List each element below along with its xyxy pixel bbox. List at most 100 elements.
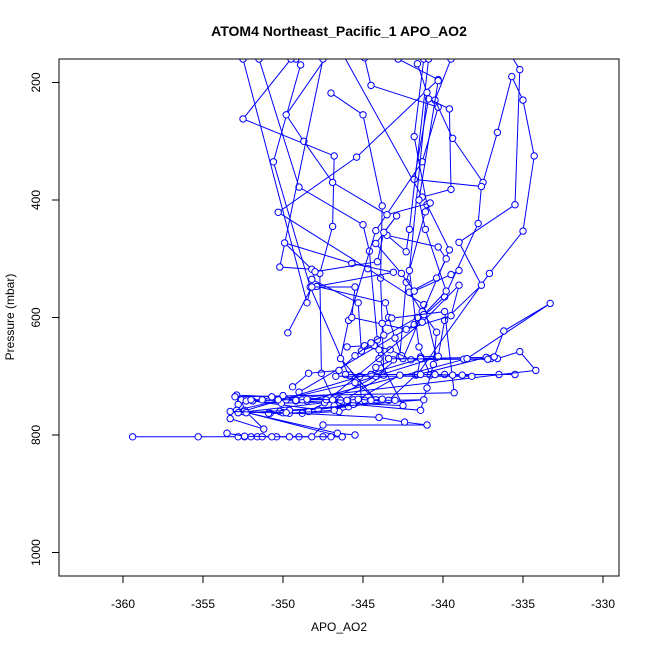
data-point [372, 239, 380, 248]
y-axis: 200 400 600 800 1000 [29, 72, 59, 566]
data-point [400, 418, 409, 426]
data-point [402, 248, 410, 256]
data-point [410, 175, 418, 184]
data-point [499, 38, 505, 44]
data-point [386, 346, 394, 354]
data-point [378, 395, 386, 403]
data-point [445, 246, 454, 254]
data-point [516, 65, 524, 74]
data-point [378, 319, 386, 328]
data-point [421, 208, 430, 216]
series-line [345, 59, 521, 375]
series-24 [223, 407, 431, 441]
data-point [500, 327, 508, 335]
data-point [223, 429, 231, 437]
data-point [423, 88, 431, 97]
data-point [327, 433, 335, 441]
data-point [288, 383, 297, 391]
data-point [330, 152, 338, 160]
data-point [396, 371, 404, 379]
data-point [296, 61, 305, 69]
x-tick-label: -355 [191, 597, 215, 611]
data-point [426, 199, 434, 207]
data-point [397, 269, 406, 278]
data-point [359, 111, 367, 119]
data-point [308, 275, 316, 283]
data-point [242, 409, 250, 417]
data-point [373, 258, 382, 266]
data-point [416, 406, 425, 414]
data-point [343, 343, 351, 351]
data-point [239, 115, 247, 123]
data-point [304, 369, 313, 377]
data-point [295, 183, 303, 191]
data-point [418, 318, 426, 326]
data-point [319, 59, 327, 63]
data-point [413, 60, 422, 68]
data-point [375, 346, 383, 354]
data-point [303, 395, 311, 403]
data-point [421, 225, 430, 234]
data-point [410, 287, 418, 295]
data-point [361, 59, 369, 62]
data-point [447, 185, 455, 194]
data-point [343, 396, 351, 404]
x-tick-label: -330 [591, 597, 615, 611]
data-point [463, 354, 471, 363]
data-point [226, 414, 234, 423]
data-point [328, 396, 337, 404]
y-tick-label: 600 [29, 307, 43, 327]
data-point [359, 221, 367, 229]
data-point [247, 396, 255, 404]
data-point [226, 407, 234, 416]
data-point [424, 59, 433, 63]
data-point [381, 299, 390, 307]
data-point [317, 369, 326, 377]
data-point [450, 389, 458, 397]
data-point [367, 396, 375, 404]
data-point [260, 425, 268, 433]
y-axis-label: Pressure (mbar) [3, 274, 17, 361]
data-point [351, 431, 359, 439]
data-point [484, 355, 492, 363]
series-20 [231, 307, 458, 401]
data-point [352, 153, 361, 161]
data-point [442, 255, 450, 263]
data-point [511, 201, 519, 209]
data-point [410, 132, 418, 141]
data-point [431, 370, 439, 379]
data-point [372, 363, 380, 372]
series-11 [295, 59, 486, 396]
data-point [391, 334, 399, 342]
data-point [455, 281, 463, 289]
data-point [234, 409, 242, 417]
data-point [415, 343, 423, 351]
data-point [330, 406, 338, 414]
data-point [239, 59, 247, 63]
data-point [284, 329, 292, 337]
x-tick-label: -360 [111, 597, 135, 611]
data-point [311, 268, 319, 276]
data-point [434, 77, 442, 85]
data-point [448, 371, 457, 379]
data-point [448, 134, 457, 143]
data-point [402, 278, 410, 286]
data-point [416, 370, 425, 379]
data-point [336, 354, 345, 363]
data-point [280, 239, 289, 247]
data-point [354, 395, 362, 403]
data-point [308, 433, 316, 441]
series-25 [247, 391, 386, 404]
data-point [389, 268, 398, 276]
data-point [285, 433, 294, 441]
data-point [258, 396, 266, 404]
data-point [532, 366, 540, 375]
data-point [384, 354, 393, 363]
data-point [354, 299, 362, 307]
data-point [434, 243, 442, 251]
data-point [458, 371, 466, 379]
data-point [231, 393, 239, 401]
data-point [375, 413, 383, 422]
data-point [440, 307, 449, 316]
